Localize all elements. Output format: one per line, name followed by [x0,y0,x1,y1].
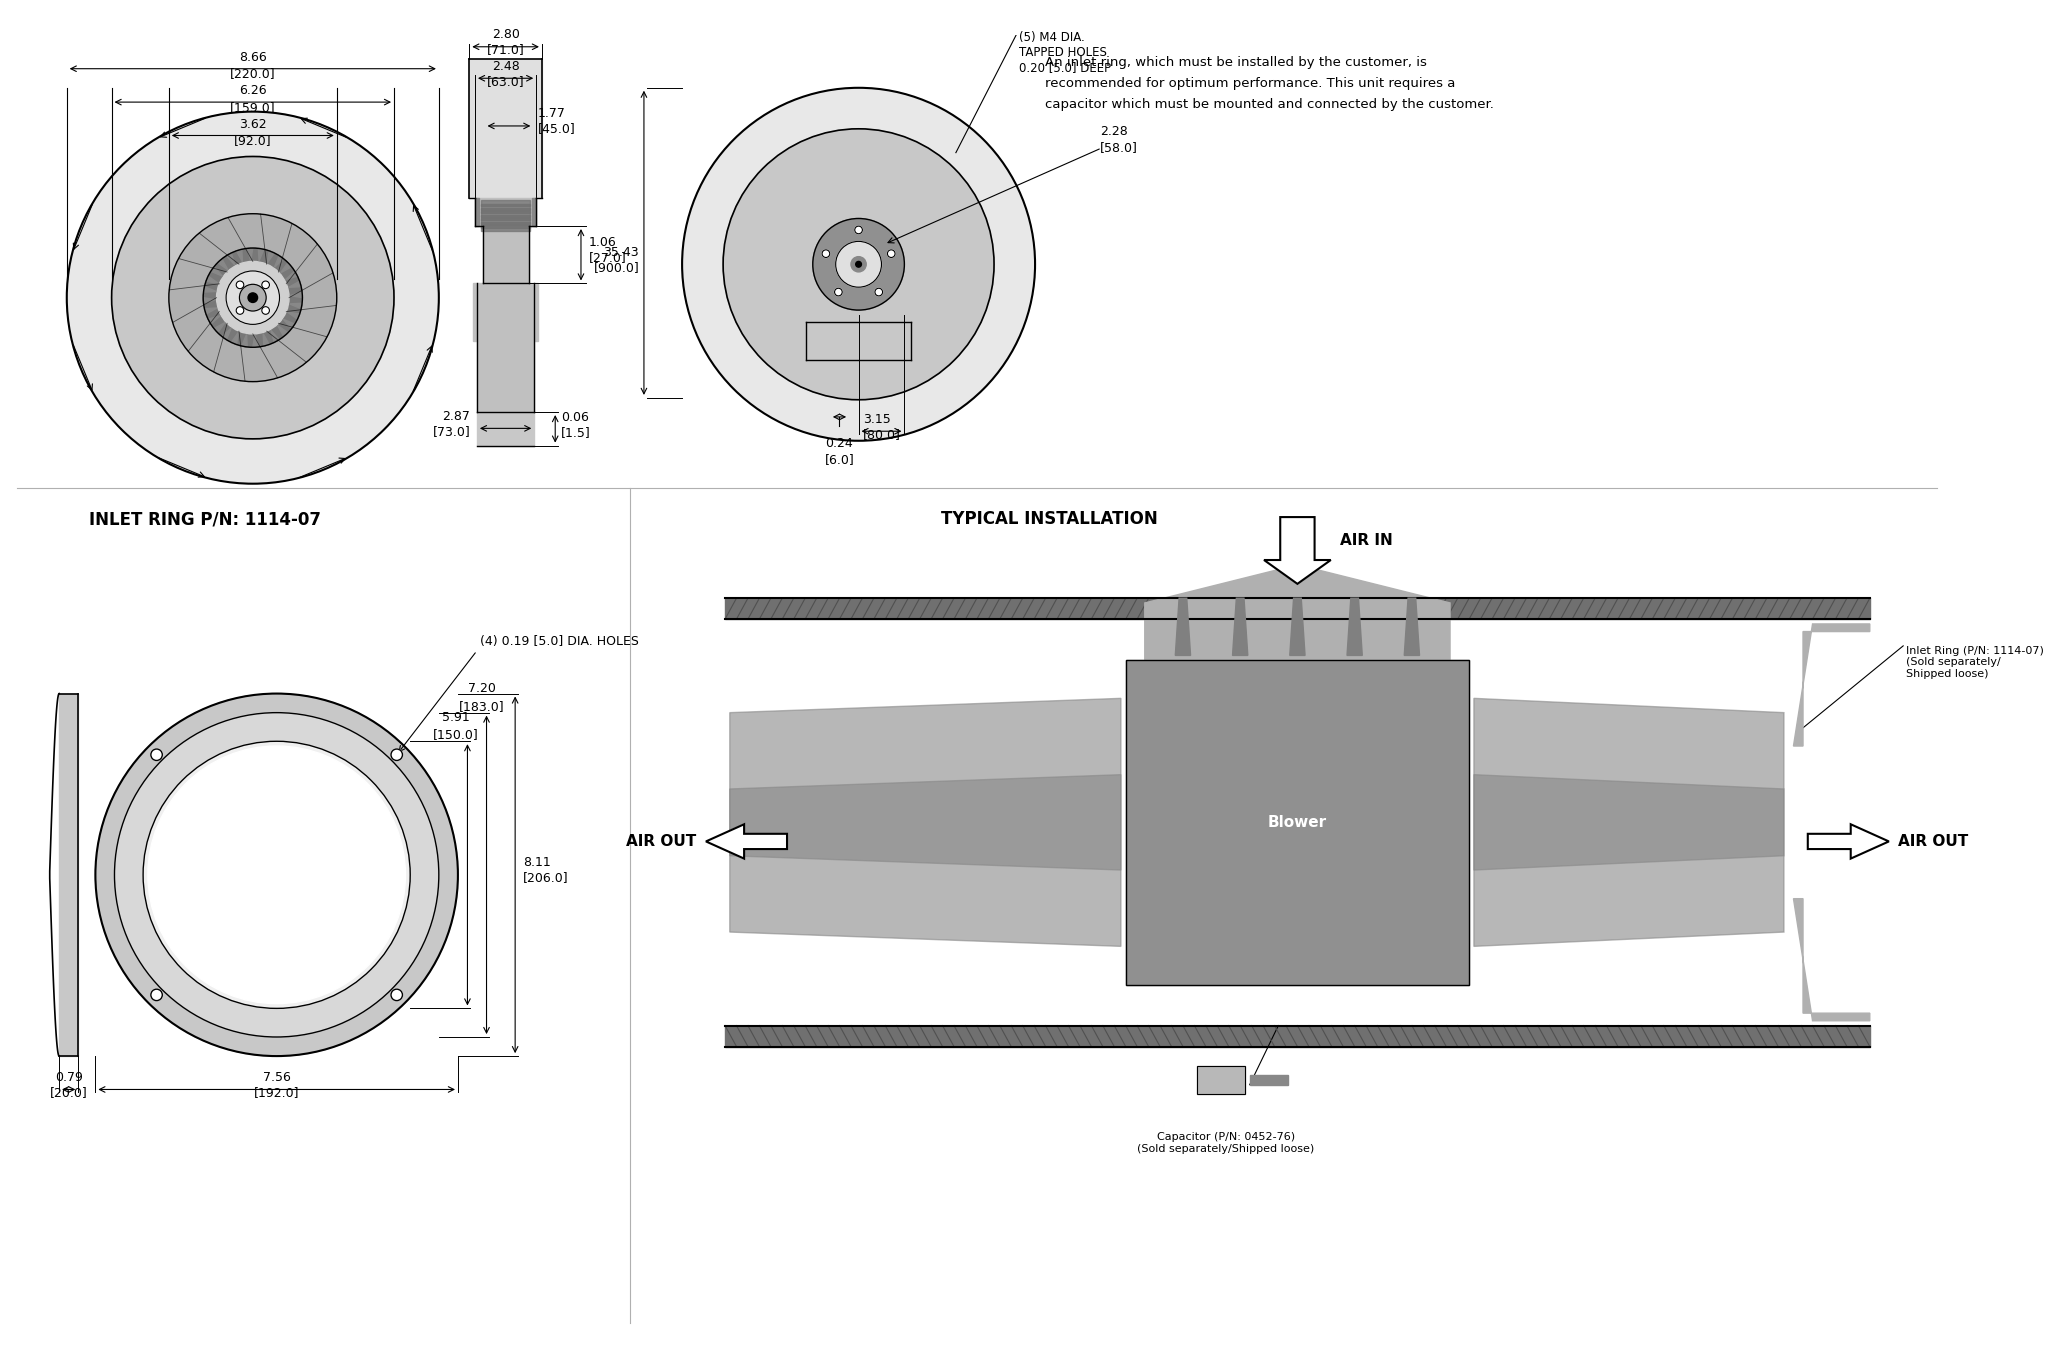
Polygon shape [1290,598,1305,655]
Circle shape [147,746,406,1004]
Polygon shape [481,226,530,231]
Polygon shape [1405,598,1419,655]
Circle shape [203,248,303,348]
Text: 35.43: 35.43 [604,245,639,258]
Circle shape [68,112,438,483]
Text: An inlet ring, which must be installed by the customer, is: An inlet ring, which must be installed b… [1044,57,1427,69]
Text: [900.0]: [900.0] [594,261,639,273]
Polygon shape [283,319,295,329]
Circle shape [854,226,862,234]
Circle shape [152,750,162,760]
Polygon shape [236,249,242,262]
Polygon shape [221,327,231,340]
Text: 5.91: 5.91 [442,712,469,724]
Text: 6.26: 6.26 [240,84,266,97]
Polygon shape [270,330,279,342]
Bar [477,413,535,445]
Text: 7.56: 7.56 [262,1070,291,1084]
Circle shape [262,307,270,314]
Circle shape [225,271,279,325]
Text: AIR OUT: AIR OUT [627,833,696,848]
Text: Capacitor (P/N: 0452-76)
(Sold separately/Shipped loose): Capacitor (P/N: 0452-76) (Sold separatel… [1137,1132,1315,1154]
Text: [206.0]: [206.0] [522,871,569,885]
Text: recommended for optimum performance. This unit requires a: recommended for optimum performance. Thi… [1044,77,1454,91]
Circle shape [143,741,410,1008]
Polygon shape [209,315,221,325]
Circle shape [723,129,993,399]
Polygon shape [242,334,248,346]
Polygon shape [481,204,530,210]
Text: [80.0]: [80.0] [864,428,901,441]
Text: Blower: Blower [1268,815,1327,829]
Text: 0.06: 0.06 [561,411,590,423]
Bar [725,598,1870,620]
Circle shape [111,157,393,438]
Polygon shape [231,331,238,345]
Text: capacitor which must be mounted and connected by the customer.: capacitor which must be mounted and conn… [1044,99,1493,111]
Polygon shape [287,313,299,319]
Polygon shape [274,256,285,268]
Polygon shape [217,258,227,271]
Text: [63.0]: [63.0] [487,74,524,88]
Polygon shape [281,262,291,273]
Polygon shape [252,334,258,348]
Polygon shape [215,322,225,333]
Polygon shape [1475,775,1784,870]
Polygon shape [473,198,539,413]
Text: Inlet Ring (P/N: 1114-07)
(Sold separately/
Shipped loose): Inlet Ring (P/N: 1114-07) (Sold separate… [1907,645,2044,679]
Polygon shape [289,303,303,308]
Polygon shape [469,60,543,198]
Polygon shape [291,292,303,298]
Polygon shape [289,281,301,287]
Bar [1198,1066,1245,1095]
Polygon shape [203,298,215,303]
Text: [6.0]: [6.0] [825,452,854,465]
Text: [159.0]: [159.0] [229,100,276,114]
Text: AIR OUT: AIR OUT [1898,833,1968,848]
Text: TYPICAL INSTALLATION: TYPICAL INSTALLATION [940,510,1157,529]
Text: AIR IN: AIR IN [1339,533,1393,548]
Circle shape [813,218,905,310]
Circle shape [682,88,1034,441]
Circle shape [96,694,459,1057]
Text: [71.0]: [71.0] [487,43,524,57]
Bar [725,1026,1870,1046]
Circle shape [262,281,270,288]
Text: [58.0]: [58.0] [1100,141,1139,154]
Text: [183.0]: [183.0] [459,700,504,713]
Text: [45.0]: [45.0] [539,123,575,135]
Bar [807,322,911,360]
Polygon shape [1233,598,1247,655]
Text: 8.66: 8.66 [240,51,266,64]
Polygon shape [262,333,268,346]
Polygon shape [285,271,297,280]
Bar [1126,660,1468,985]
Polygon shape [729,775,1120,870]
Circle shape [391,989,403,1001]
Polygon shape [481,207,530,214]
Circle shape [248,292,258,303]
Circle shape [236,281,244,288]
Text: 2.80: 2.80 [492,28,520,41]
Text: 1.77: 1.77 [539,107,565,120]
Text: [27.0]: [27.0] [588,252,627,264]
Bar [1249,1076,1288,1085]
Text: 2.87: 2.87 [442,410,471,422]
Circle shape [236,307,244,314]
Polygon shape [481,211,530,216]
Text: [220.0]: [220.0] [229,68,276,80]
Text: [20.0]: [20.0] [49,1086,88,1099]
Polygon shape [203,287,217,292]
Polygon shape [532,198,537,226]
Polygon shape [481,218,530,225]
Polygon shape [1794,624,1870,746]
Text: [73.0]: [73.0] [432,425,471,438]
Text: 3.62: 3.62 [240,118,266,131]
Circle shape [836,241,881,287]
Polygon shape [481,200,530,206]
Polygon shape [475,198,479,226]
Polygon shape [707,824,786,859]
Circle shape [836,288,842,296]
Polygon shape [481,222,530,227]
Circle shape [887,250,895,257]
